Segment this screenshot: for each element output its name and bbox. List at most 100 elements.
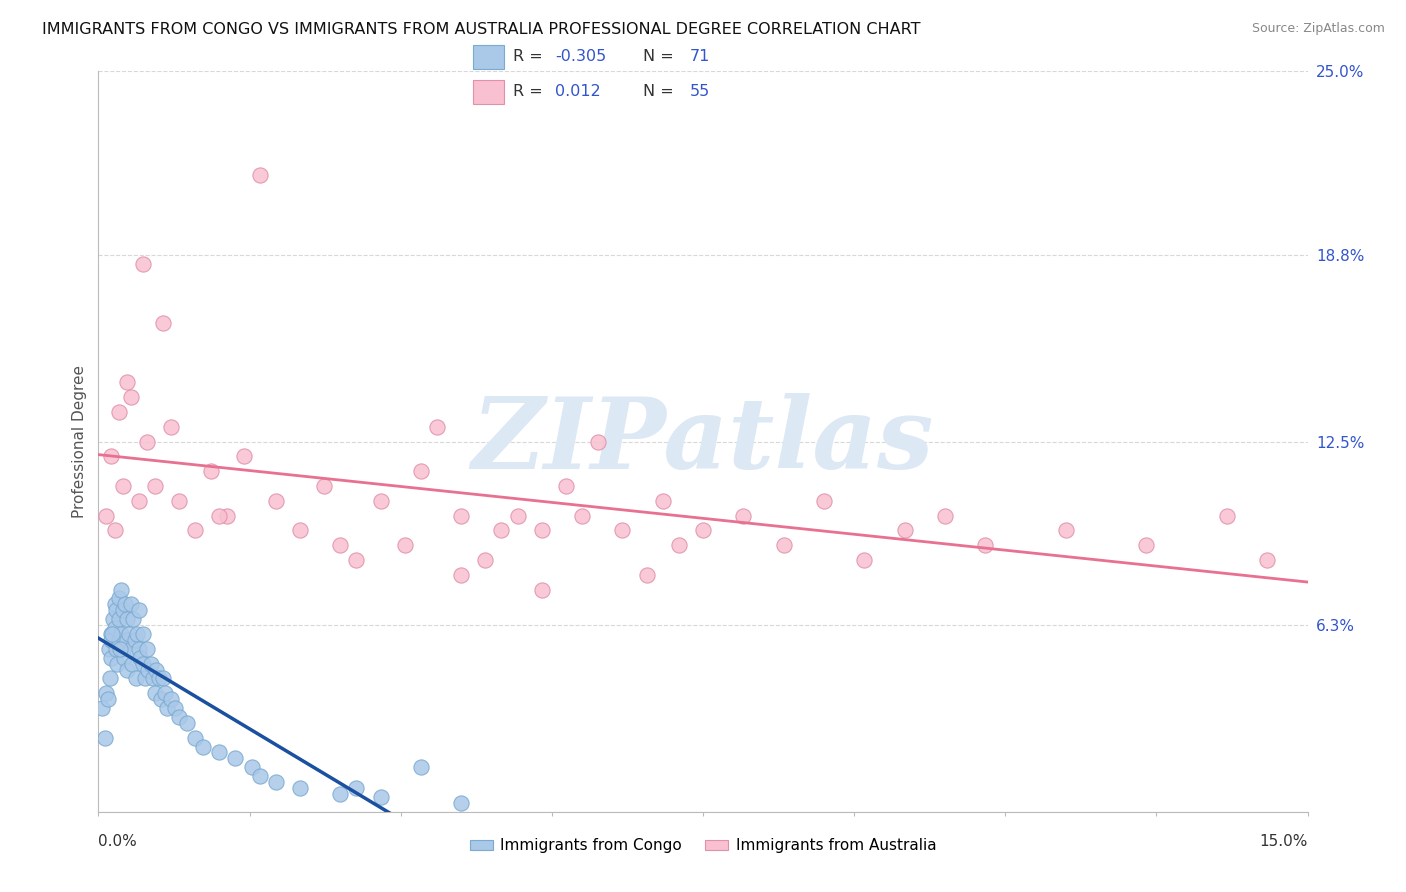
Point (974, 538, 997, 552)
Point (1054, 524, 1077, 538)
Point (132, 657, 155, 671)
Point (153, 686, 176, 700)
Point (193, 739, 215, 754)
Point (135, 434, 157, 449)
Point (124, 632, 146, 647)
Point (636, 567, 658, 582)
Point (668, 538, 690, 552)
Point (128, 641, 150, 656)
Point (142, 672, 165, 686)
Point (94, 731, 117, 745)
Point (450, 508, 472, 523)
Point (120, 390, 142, 404)
Point (150, 692, 173, 706)
Point (167, 493, 190, 508)
Point (394, 538, 416, 552)
Point (122, 612, 145, 626)
Point (160, 419, 183, 434)
Point (184, 731, 207, 745)
Point (853, 553, 876, 567)
Text: N =: N = (644, 84, 679, 98)
Point (134, 672, 156, 686)
Point (772, 538, 794, 552)
Point (530, 582, 553, 597)
Point (240, 760, 263, 774)
Point (1256, 553, 1278, 567)
Point (160, 692, 183, 706)
Point (571, 508, 593, 523)
Y-axis label: Professional Degree: Professional Degree (72, 365, 87, 518)
Point (555, 479, 578, 493)
Point (112, 650, 135, 665)
Point (733, 508, 755, 523)
Point (184, 524, 207, 538)
Point (115, 632, 138, 647)
Point (224, 751, 246, 765)
Point (143, 479, 166, 493)
Point (651, 493, 673, 508)
Text: ZIPatlas: ZIPatlas (472, 393, 934, 490)
Point (111, 479, 134, 493)
Point (97, 641, 120, 656)
Text: 15.0%: 15.0% (1260, 834, 1308, 849)
Point (120, 598, 142, 612)
Point (117, 663, 139, 677)
Point (145, 663, 167, 677)
Text: 0.0%: 0.0% (98, 834, 138, 849)
Point (100, 627, 122, 641)
Point (98, 672, 121, 686)
Point (96, 508, 118, 523)
Point (208, 746, 231, 760)
Point (105, 657, 128, 671)
Point (344, 553, 367, 567)
Point (426, 419, 449, 434)
Point (110, 627, 132, 641)
Point (200, 464, 222, 478)
Text: R =: R = (513, 84, 548, 98)
Point (107, 405, 129, 419)
Point (409, 760, 432, 774)
Point (530, 524, 553, 538)
Point (107, 612, 129, 626)
Point (138, 663, 160, 677)
Point (100, 650, 122, 665)
Point (101, 627, 124, 641)
Point (288, 780, 311, 795)
Point (934, 508, 956, 523)
Point (893, 524, 915, 538)
Text: -0.305: -0.305 (555, 49, 606, 63)
Point (370, 789, 392, 804)
Point (1135, 538, 1157, 552)
Point (152, 316, 174, 330)
Point (143, 686, 166, 700)
Point (103, 621, 125, 635)
Point (100, 450, 122, 464)
Text: R =: R = (513, 49, 548, 63)
Point (129, 650, 152, 665)
Point (108, 632, 131, 647)
Point (249, 769, 271, 783)
Point (127, 627, 149, 641)
Point (163, 701, 186, 715)
Point (103, 524, 125, 538)
Point (101, 612, 124, 626)
Point (692, 524, 714, 538)
Point (107, 591, 129, 606)
Point (132, 627, 155, 641)
Point (97, 692, 120, 706)
Point (612, 524, 634, 538)
Point (167, 710, 190, 724)
Point (370, 493, 392, 508)
Point (96, 686, 118, 700)
Point (105, 603, 128, 617)
Point (148, 672, 170, 686)
FancyBboxPatch shape (474, 45, 505, 69)
Text: IMMIGRANTS FROM CONGO VS IMMIGRANTS FROM AUSTRALIA PROFESSIONAL DEGREE CORRELATI: IMMIGRANTS FROM CONGO VS IMMIGRANTS FROM… (42, 22, 921, 37)
Point (115, 376, 138, 390)
Point (409, 464, 432, 478)
Point (139, 657, 162, 671)
Point (121, 657, 143, 671)
Point (114, 598, 136, 612)
Point (264, 775, 287, 789)
FancyBboxPatch shape (474, 79, 505, 104)
